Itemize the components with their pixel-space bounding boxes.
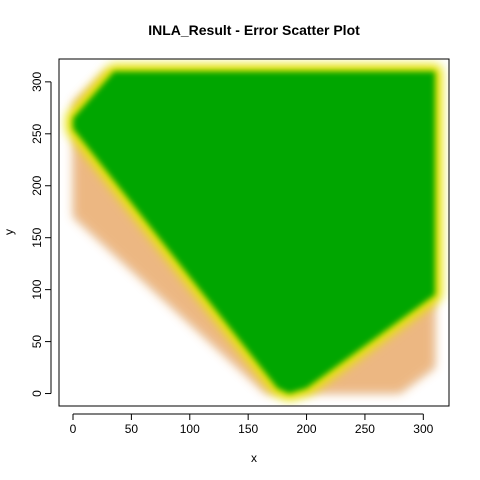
y-tick-label: 0 [30, 390, 44, 397]
x-tick-label: 150 [238, 422, 258, 436]
x-axis-label: x [251, 451, 257, 465]
y-tick-label: 150 [30, 227, 44, 247]
x-axis: 0 50 100 150 200 250 300 [70, 413, 434, 436]
chart-title: INLA_Result - Error Scatter Plot [148, 22, 360, 38]
y-tick-label: 50 [30, 335, 44, 349]
x-tick-label: 100 [180, 422, 200, 436]
x-tick-label: 250 [355, 422, 375, 436]
x-tick-label: 300 [413, 422, 433, 436]
y-axis-label: y [2, 229, 16, 235]
plot-frame [58, 58, 450, 407]
low-error-region [73, 71, 435, 394]
y-tick-label: 300 [30, 72, 44, 92]
y-tick-label: 200 [30, 175, 44, 195]
y-axis: 0 50 100 150 200 250 300 [30, 72, 52, 397]
x-tick-label: 0 [70, 422, 77, 436]
y-tick-label: 250 [30, 123, 44, 143]
error-surface [66, 64, 442, 401]
x-tick-label: 50 [125, 422, 139, 436]
y-tick-label: 100 [30, 279, 44, 299]
x-tick-label: 200 [297, 422, 317, 436]
